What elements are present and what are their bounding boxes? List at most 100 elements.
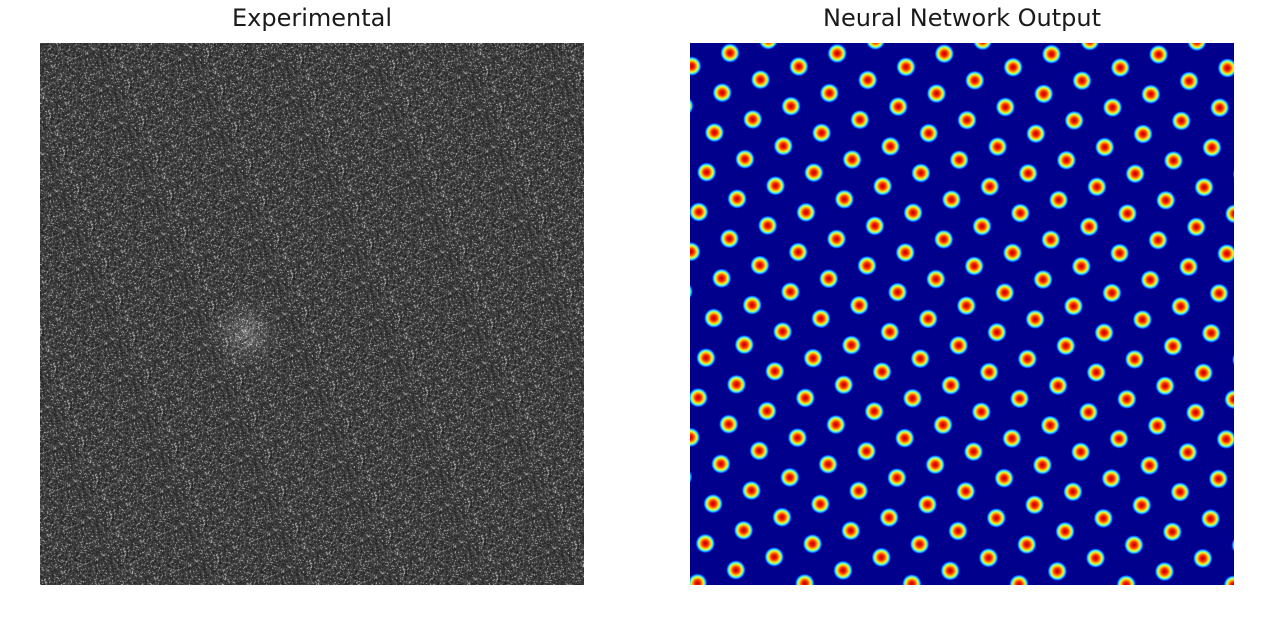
- nn-output-spot: [1178, 256, 1199, 277]
- nn-output-spot: [690, 573, 708, 585]
- nn-output-spot: [979, 176, 1000, 197]
- nn-output-spot: [948, 335, 969, 356]
- nn-output-spot: [865, 43, 886, 51]
- nn-output-spot: [1148, 230, 1168, 251]
- nn-output-spot: [1185, 402, 1206, 423]
- nn-output-spot: [1200, 508, 1221, 529]
- nn-output-spot: [957, 110, 977, 131]
- nn-output-spot: [818, 268, 839, 289]
- nn-output-spot: [1093, 508, 1114, 529]
- nn-output-spot: [994, 468, 1015, 489]
- nn-output-spot: [772, 507, 792, 528]
- nn-output-spot: [978, 547, 999, 568]
- nn-output-spot: [1223, 575, 1234, 585]
- nn-output-spot: [1162, 521, 1183, 542]
- nn-output-spot: [1040, 415, 1061, 436]
- nn-output-spot: [796, 202, 816, 223]
- nn-output-spot: [1186, 217, 1207, 237]
- experimental-noise-image: [40, 43, 584, 585]
- nn-output-spot: [972, 216, 992, 237]
- nn-output-spot: [750, 69, 771, 90]
- nn-output-spot: [986, 507, 1007, 528]
- nn-output-spot: [1232, 168, 1234, 180]
- nn-output-spot: [886, 467, 907, 488]
- nn-output-spot: [690, 427, 701, 448]
- nn-output-spot: [802, 533, 823, 554]
- nn-output-spot: [926, 83, 947, 104]
- nn-output-spot: [1094, 137, 1115, 158]
- nn-output-spot: [690, 387, 709, 408]
- nn-output-spot: [1170, 482, 1191, 502]
- nn-output-spot: [1139, 455, 1160, 476]
- nn-output-spot: [1055, 521, 1076, 542]
- experimental-panel-title: Experimental: [231, 4, 393, 32]
- nn-output-spot: [872, 361, 892, 382]
- nn-output-spot: [742, 295, 763, 315]
- nn-output-spot: [794, 573, 815, 585]
- nn-output-spot: [1125, 163, 1146, 184]
- nn-output-spot: [956, 295, 977, 316]
- nn-output-spot: [1117, 203, 1138, 224]
- nn-output-spot: [1177, 442, 1198, 463]
- nn-output-spot: [1201, 137, 1222, 158]
- nn-output-spot: [1086, 362, 1107, 383]
- nn-output-spot: [971, 401, 992, 422]
- nn-output-spot: [857, 70, 878, 90]
- nn-output-spot: [964, 70, 985, 91]
- nn-output-spot: [726, 374, 747, 395]
- nn-output-spot: [733, 520, 754, 541]
- nn-output-spot: [1025, 309, 1046, 330]
- nn-output-spot: [826, 229, 847, 249]
- nn-output-spot: [1003, 57, 1024, 78]
- nn-output-spot: [910, 163, 931, 183]
- nn-output-spot: [994, 282, 1015, 303]
- nn-output-spot: [1155, 190, 1176, 211]
- nn-output-spot: [1170, 296, 1191, 317]
- nn-output-spot: [1024, 494, 1045, 515]
- nn-output-spot: [842, 149, 863, 170]
- nn-output-spot: [1041, 44, 1062, 65]
- nn-output-spot: [1002, 242, 1023, 263]
- nn-output-spot: [764, 361, 785, 382]
- nn-output-spot: [772, 321, 793, 342]
- nn-output-spot: [1147, 415, 1168, 436]
- nn-output-spot: [1040, 229, 1061, 250]
- nn-output-spot: [918, 308, 939, 329]
- nn-output-spot: [1056, 150, 1077, 171]
- nn-output-spot: [1079, 216, 1100, 237]
- nn-output-spot: [1179, 71, 1200, 92]
- nn-output-spot: [1048, 190, 1069, 210]
- nn-output-spot-map: [690, 43, 1234, 585]
- nn-output-spot: [695, 533, 716, 554]
- nn-output-spot: [972, 43, 993, 51]
- nn-output-spot: [833, 560, 853, 581]
- nn-output-spot: [1062, 481, 1083, 502]
- nn-output-spot: [710, 453, 731, 474]
- nn-output-spot: [819, 83, 840, 104]
- nn-output-spot: [940, 560, 961, 581]
- nn-output-spot: [1131, 495, 1152, 516]
- nn-output-spot: [719, 228, 740, 249]
- nn-output-spot: [1086, 176, 1107, 197]
- nn-output-spot: [833, 374, 854, 395]
- nn-output-spot: [909, 534, 930, 555]
- nn-output-spot: [734, 149, 755, 170]
- nn-output-spot: [696, 347, 716, 368]
- nn-output-spot: [933, 229, 954, 250]
- nn-output-spot: [934, 43, 955, 64]
- nn-output-spot: [1094, 322, 1115, 343]
- nn-output-spot: [1224, 203, 1234, 224]
- nn-output-spot: [888, 96, 909, 117]
- nn-output-spot: [1080, 43, 1100, 51]
- nn-output-spot: [781, 96, 801, 117]
- experimental-image: [40, 43, 584, 585]
- nn-output-spot: [720, 43, 740, 63]
- nn-output-spot: [925, 269, 946, 290]
- nn-output-spot: [1048, 375, 1068, 396]
- nn-output-spot: [795, 387, 816, 408]
- nn-output-spot: [741, 480, 762, 501]
- nn-output-spot: [995, 97, 1016, 117]
- nn-output-spot: [734, 334, 755, 355]
- nn-output-spot: [864, 215, 885, 236]
- nn-output-spot: [1055, 335, 1076, 356]
